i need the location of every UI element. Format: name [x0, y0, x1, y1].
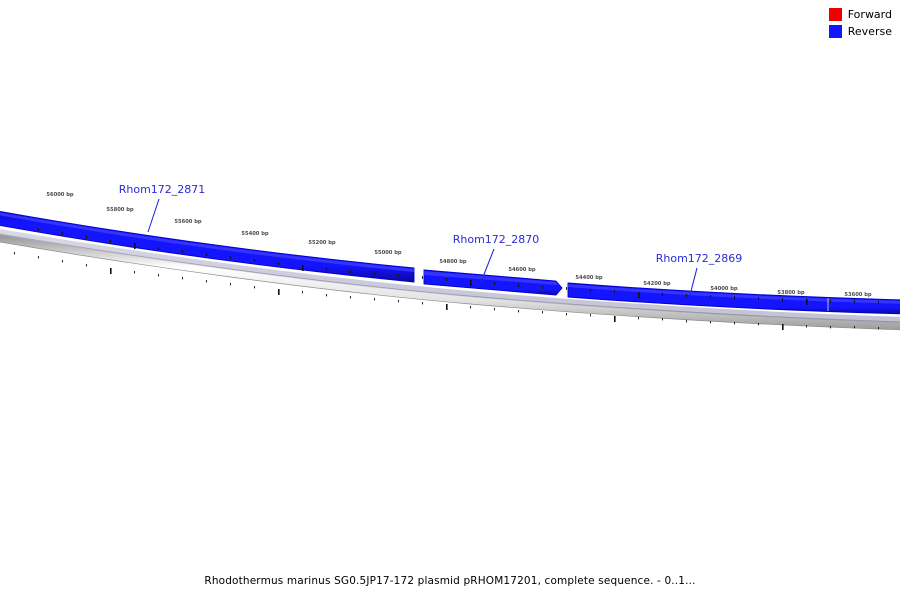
legend-label-forward: Forward	[847, 8, 892, 21]
tick-label: 54400 bp	[575, 275, 603, 281]
legend-item-reverse[interactable]: Reverse	[828, 25, 892, 38]
tick-label: 54800 bp	[439, 259, 467, 265]
tick-label: 54600 bp	[508, 267, 536, 273]
strand-legend: Forward Reverse	[828, 8, 892, 38]
tick-label: 55200 bp	[308, 240, 336, 246]
tick-label: 53600 bp	[844, 292, 872, 298]
leader-line-rhom172-2871	[147, 198, 160, 233]
tick-label: 55400 bp	[241, 231, 269, 237]
tick-label: 55800 bp	[106, 207, 134, 213]
gene-feature-rhom172-2871[interactable]	[0, 210, 415, 283]
gene-label-rhom172-2871: Rhom172_2871	[119, 183, 206, 196]
tick-label: 55000 bp	[374, 250, 402, 256]
reverse-strand-swatch	[828, 25, 842, 38]
tick-label: 55600 bp	[174, 219, 202, 225]
forward-strand-swatch	[828, 8, 842, 21]
tick-marks-upper	[38, 228, 879, 305]
gene-feature-rhom172-2870[interactable]	[423, 269, 563, 296]
leader-line-rhom172-2870	[480, 248, 495, 283]
legend-item-forward[interactable]: Forward	[828, 8, 892, 21]
sequence-caption: Rhodothermus marinus SG0.5JP17-172 plasm…	[204, 575, 696, 587]
gene-labels[interactable]: Rhom172_2871 Rhom172_2870 Rhom172_2869	[119, 183, 743, 265]
legend-label-reverse: Reverse	[847, 25, 892, 38]
tick-label: 53800 bp	[777, 290, 805, 296]
gene-label-rhom172-2870: Rhom172_2870	[453, 233, 540, 246]
gene-label-leaders	[147, 198, 698, 296]
leader-line-rhom172-2869	[689, 267, 698, 296]
axis-tick-labels: 56000 bp 55800 bp 55600 bp 55400 bp 5520…	[46, 192, 872, 298]
gene-label-rhom172-2869: Rhom172_2869	[656, 252, 743, 265]
feature-shadow	[0, 229, 900, 323]
tick-label: 54000 bp	[710, 286, 738, 292]
tick-label: 54200 bp	[643, 281, 671, 287]
tick-marks-lower	[14, 252, 879, 330]
tick-label: 56000 bp	[46, 192, 74, 198]
